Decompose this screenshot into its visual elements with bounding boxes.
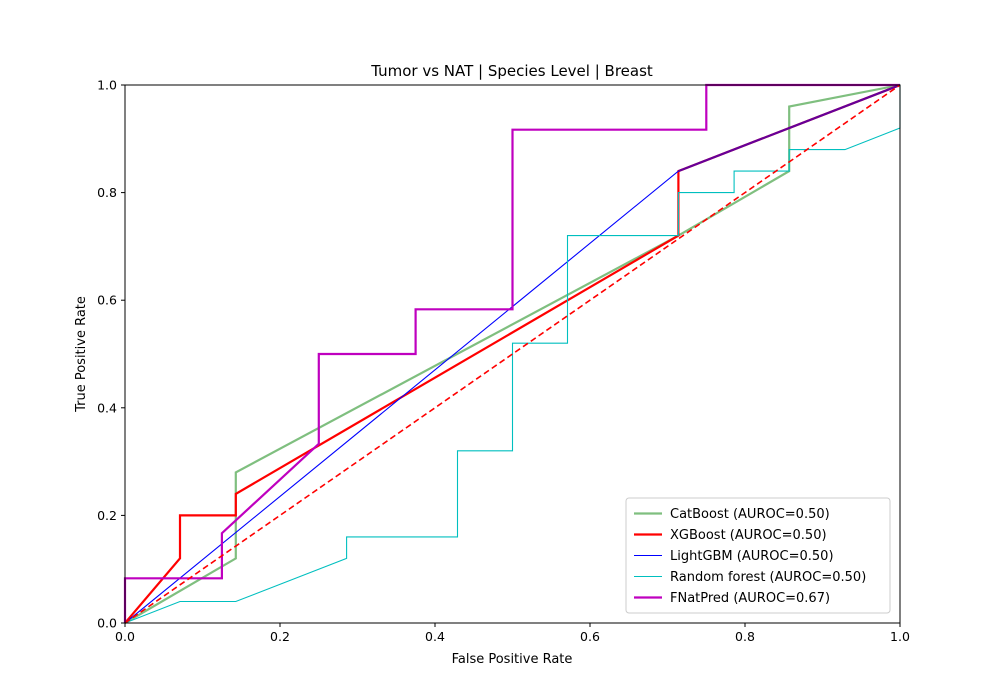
plot-area <box>123 83 901 624</box>
series-line-3 <box>124 85 901 624</box>
x-tick-label: 0.0 <box>115 629 135 644</box>
x-tick-label: 0.8 <box>735 629 755 644</box>
legend-label: FNatPred (AUROC=0.67) <box>670 591 830 606</box>
series-line-4 <box>123 83 900 623</box>
series-line-1 <box>124 83 901 624</box>
x-axis-label: False Positive Rate <box>452 652 573 667</box>
y-tick-label: 0.0 <box>97 616 117 631</box>
y-axis-label: True Positive Rate <box>74 296 89 413</box>
series-line-5 <box>678 83 901 173</box>
chart-title: Tumor vs NAT | Species Level | Breast <box>370 62 653 80</box>
legend-label: LightGBM (AUROC=0.50) <box>670 549 834 564</box>
x-axis: 0.0 0.2 0.4 0.6 0.8 1.0 <box>115 623 910 644</box>
diagonal-reference-line <box>124 84 901 624</box>
plot-frame <box>124 84 901 624</box>
y-tick-label: 0.6 <box>97 293 117 308</box>
x-tick-label: 0.4 <box>425 629 445 644</box>
y-tick-label: 0.4 <box>97 400 117 415</box>
legend-box <box>625 497 891 614</box>
y-tick-label: 0.2 <box>97 508 117 523</box>
x-tick-label: 0.2 <box>270 629 290 644</box>
y-tick-label: 0.8 <box>97 185 117 200</box>
legend-label: Random forest (AUROC=0.50) <box>670 570 866 585</box>
x-tick-label: 1.0 <box>890 629 910 644</box>
legend: CatBoost (AUROC=0.50) XGBoost (AUROC=0.50… <box>625 497 891 614</box>
legend-label: CatBoost (AUROC=0.50) <box>670 507 830 522</box>
legend-label: XGBoost (AUROC=0.50) <box>670 528 827 543</box>
y-tick-label: 1.0 <box>97 78 117 93</box>
x-tick-label: 0.6 <box>580 629 600 644</box>
y-axis: 0.0 0.2 0.4 0.6 0.8 1.0 <box>97 78 125 631</box>
